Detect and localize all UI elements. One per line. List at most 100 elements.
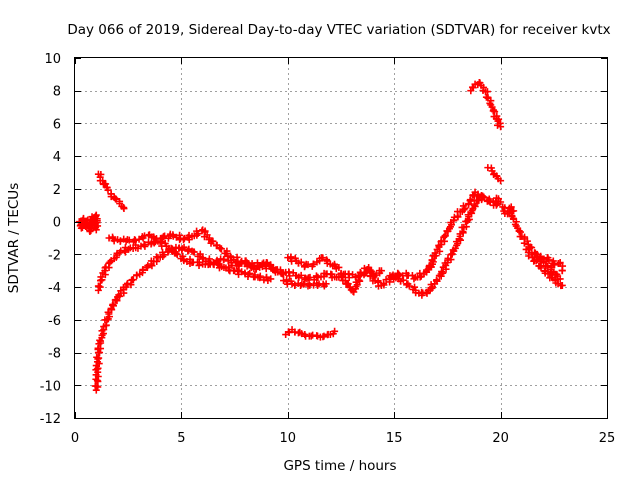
data-point bbox=[209, 237, 217, 245]
y-tick-label: -10 bbox=[40, 379, 61, 394]
data-point bbox=[470, 202, 478, 210]
data-point bbox=[160, 251, 168, 259]
data-point bbox=[297, 271, 305, 279]
x-tick-label: 5 bbox=[177, 431, 185, 446]
data-point bbox=[480, 193, 488, 201]
x-tick-label: 20 bbox=[492, 431, 509, 446]
data-point bbox=[220, 255, 228, 263]
x-axis-label: GPS time / hours bbox=[283, 458, 396, 474]
data-point bbox=[312, 272, 320, 280]
data-point bbox=[441, 232, 449, 240]
data-point bbox=[380, 280, 388, 288]
data-point bbox=[494, 195, 502, 203]
data-point bbox=[370, 272, 378, 280]
y-tick-label: 8 bbox=[53, 85, 61, 100]
data-point bbox=[120, 205, 128, 213]
y-tick-label: 10 bbox=[44, 52, 61, 67]
data-point bbox=[258, 263, 266, 271]
data-point bbox=[167, 244, 175, 252]
data-point bbox=[322, 280, 330, 288]
data-point bbox=[256, 272, 264, 280]
data-point bbox=[115, 291, 123, 299]
data-point bbox=[319, 254, 327, 262]
data-point bbox=[438, 268, 446, 276]
data-point bbox=[486, 99, 494, 107]
data-point bbox=[190, 248, 198, 256]
data-point bbox=[267, 262, 275, 270]
data-point bbox=[405, 282, 413, 290]
data-point bbox=[545, 256, 553, 264]
data-point bbox=[131, 236, 139, 244]
data-point bbox=[425, 262, 433, 270]
data-point bbox=[92, 226, 100, 234]
data-point bbox=[377, 267, 385, 275]
data-point bbox=[180, 243, 188, 251]
y-tick-label: -2 bbox=[48, 248, 61, 263]
data-point bbox=[276, 266, 284, 274]
data-point bbox=[243, 259, 251, 267]
data-point bbox=[94, 222, 102, 230]
data-point bbox=[431, 249, 439, 257]
x-tick-label: 15 bbox=[386, 431, 403, 446]
data-point bbox=[102, 322, 110, 330]
data-point bbox=[466, 197, 474, 205]
data-point bbox=[551, 261, 559, 269]
data-point bbox=[511, 220, 519, 228]
data-point bbox=[91, 382, 99, 390]
x-tick-label: 25 bbox=[599, 431, 616, 446]
data-point bbox=[314, 281, 322, 289]
y-tick-label: -8 bbox=[48, 347, 61, 362]
data-point bbox=[194, 230, 202, 238]
data-point bbox=[102, 180, 110, 188]
data-point bbox=[320, 332, 328, 340]
data-point bbox=[173, 250, 181, 258]
data-point bbox=[267, 275, 275, 283]
data-point bbox=[94, 282, 102, 290]
data-point bbox=[97, 273, 105, 281]
data-point bbox=[411, 283, 419, 291]
data-point bbox=[238, 268, 246, 276]
y-tick-label: -4 bbox=[48, 281, 61, 296]
data-point bbox=[510, 207, 518, 215]
data-point bbox=[335, 263, 343, 271]
y-tick-label: -6 bbox=[48, 314, 61, 329]
data-point bbox=[298, 330, 306, 338]
data-point bbox=[558, 281, 566, 289]
data-point bbox=[109, 301, 117, 309]
data-point bbox=[366, 267, 374, 275]
data-point bbox=[399, 276, 407, 284]
chart-title: Day 066 of 2019, Sidereal Day-to-day VTE… bbox=[67, 22, 610, 38]
data-point bbox=[141, 242, 149, 250]
data-point bbox=[558, 267, 566, 275]
data-point bbox=[124, 279, 132, 287]
data-point bbox=[106, 258, 114, 266]
data-point bbox=[213, 259, 221, 267]
data-point bbox=[112, 253, 120, 261]
data-point bbox=[110, 237, 118, 245]
data-point bbox=[479, 192, 487, 200]
data-point bbox=[540, 255, 548, 263]
data-point bbox=[286, 272, 294, 280]
y-tick-label: 2 bbox=[53, 183, 61, 198]
data-point bbox=[461, 204, 469, 212]
y-tick-label: 0 bbox=[53, 216, 61, 231]
data-point bbox=[150, 233, 158, 241]
data-point bbox=[104, 186, 112, 194]
data-point bbox=[515, 227, 523, 235]
data-point bbox=[105, 310, 113, 318]
y-tick-label: 4 bbox=[53, 150, 61, 165]
data-point bbox=[306, 273, 314, 281]
grid bbox=[75, 58, 607, 418]
data-point bbox=[428, 256, 436, 264]
data-point bbox=[129, 276, 137, 284]
y-axis-label: SDTVAR / TECUs bbox=[6, 183, 22, 293]
data-point bbox=[553, 270, 561, 278]
data-point bbox=[523, 237, 531, 245]
data-point bbox=[331, 327, 339, 335]
data-point bbox=[116, 292, 124, 300]
axis-ticks: 0 5 10 15 20 25 -12 -10 -8 -6 -4 -2 0 2 4 6 8 10 bbox=[40, 52, 616, 446]
data-point bbox=[497, 123, 505, 131]
data-point bbox=[180, 234, 188, 242]
data-point bbox=[432, 277, 440, 285]
